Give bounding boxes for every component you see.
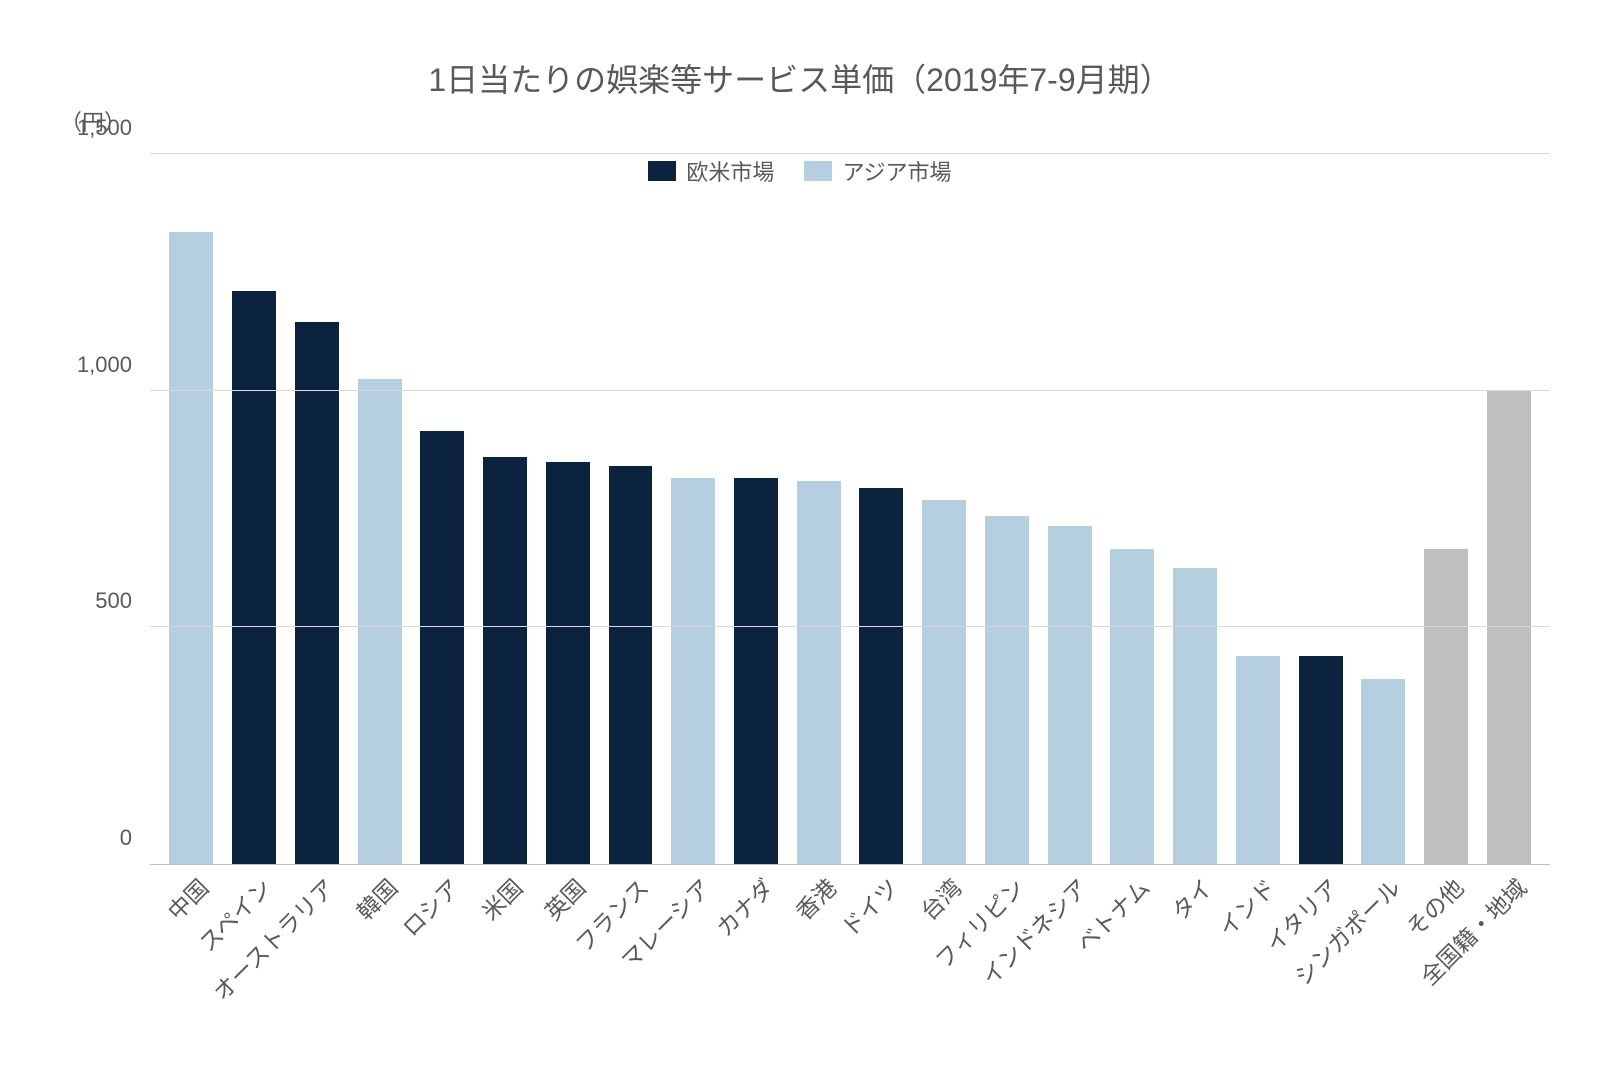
bar: [985, 516, 1029, 864]
x-label-slot: シンガポール: [1352, 870, 1415, 1030]
chart-title: 1日当たりの娯楽等サービス単価（2019年7-9月期）: [0, 55, 1600, 101]
bar-slot: [536, 155, 599, 864]
bar: [169, 232, 213, 864]
bar-slot: [1477, 155, 1540, 864]
chart-container: 1日当たりの娯楽等サービス単価（2019年7-9月期） （円） 欧米市場アジア市…: [0, 0, 1600, 1067]
bar: [1424, 549, 1468, 864]
bar: [922, 500, 966, 864]
x-labels: 中国スペインオーストラリア韓国ロシア米国英国フランスマレーシアカナダ香港ドイツ台…: [150, 870, 1550, 1030]
x-label-slot: カナダ: [725, 870, 788, 1030]
bar-slot: [411, 155, 474, 864]
bar: [232, 291, 276, 864]
bar: [671, 478, 715, 864]
y-tick-label: 0: [120, 825, 150, 851]
bar-slot: [662, 155, 725, 864]
x-label-slot: タイ: [1164, 870, 1227, 1030]
x-label-slot: 米国: [474, 870, 537, 1030]
bar-slot: [599, 155, 662, 864]
bar: [1236, 656, 1280, 864]
bar-slot: [1352, 155, 1415, 864]
bar-slot: [1101, 155, 1164, 864]
bar: [420, 431, 464, 864]
gridline: [150, 153, 1550, 154]
bar: [609, 466, 653, 864]
bar-slot: [1226, 155, 1289, 864]
bar: [1299, 656, 1343, 864]
bar-slot: [850, 155, 913, 864]
bar-slot: [787, 155, 850, 864]
bar-slot: [1164, 155, 1227, 864]
bar: [1048, 526, 1092, 864]
x-label: 米国: [473, 870, 530, 927]
bar-slot: [474, 155, 537, 864]
gridline: [150, 390, 1550, 391]
y-tick-label: 1,500: [77, 115, 150, 141]
bars-container: [150, 155, 1550, 864]
bar-slot: [725, 155, 788, 864]
bar-slot: [285, 155, 348, 864]
bar-slot: [348, 155, 411, 864]
x-label-slot: オーストラリア: [285, 870, 348, 1030]
bar-slot: [1038, 155, 1101, 864]
bar: [1173, 568, 1217, 864]
bar: [859, 488, 903, 864]
plot-area: 05001,0001,500: [150, 155, 1550, 865]
bar: [483, 457, 527, 864]
bar: [1361, 679, 1405, 864]
bar: [358, 379, 402, 864]
bar-slot: [976, 155, 1039, 864]
bar-slot: [1289, 155, 1352, 864]
y-tick-label: 500: [95, 588, 150, 614]
x-label-slot: 全国籍・地域: [1477, 870, 1540, 1030]
x-label-slot: 香港: [787, 870, 850, 1030]
bar-slot: [160, 155, 223, 864]
gridline: [150, 626, 1550, 627]
x-label-slot: 韓国: [348, 870, 411, 1030]
bar-slot: [223, 155, 286, 864]
x-label-slot: ドイツ: [850, 870, 913, 1030]
x-label-slot: ベトナム: [1101, 870, 1164, 1030]
bar-slot: [913, 155, 976, 864]
bar: [734, 478, 778, 864]
bar-slot: [1415, 155, 1478, 864]
bar: [295, 322, 339, 864]
bar: [546, 462, 590, 864]
y-tick-label: 1,000: [77, 352, 150, 378]
x-label-slot: マレーシア: [662, 870, 725, 1030]
bar: [797, 481, 841, 864]
bar: [1110, 549, 1154, 864]
x-label-slot: ロシア: [411, 870, 474, 1030]
